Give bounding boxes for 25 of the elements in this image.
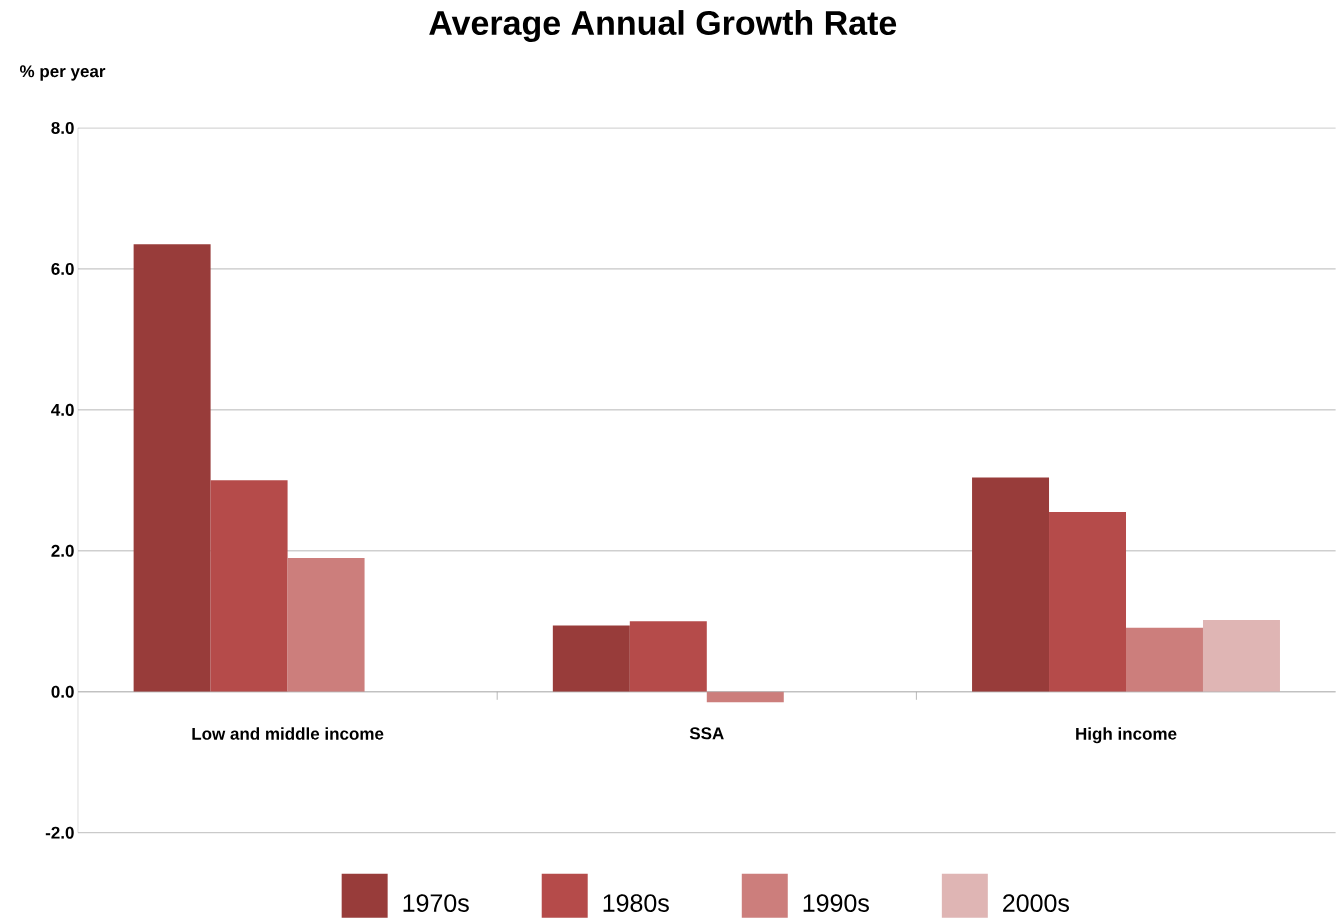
y-tick-label: 2.0 — [51, 544, 74, 557]
x-tick-label: Low and middle income — [192, 727, 384, 740]
chart-title: Average Annual Growth Rate — [429, 10, 897, 43]
bar — [1049, 512, 1127, 692]
bar — [629, 621, 707, 692]
bar — [287, 558, 365, 692]
bar — [972, 477, 1050, 692]
y-tick-label: -2.0 — [45, 826, 74, 839]
legend-label: 1980s — [603, 894, 669, 913]
y-tick-label: 8.0 — [51, 122, 74, 135]
bar — [1126, 627, 1203, 692]
bar — [552, 625, 630, 692]
legend-label: 1990s — [803, 894, 869, 913]
x-tick-label: High income — [1076, 727, 1177, 744]
bar — [133, 244, 211, 692]
bar — [706, 691, 784, 703]
y-tick-label: 6.0 — [51, 263, 74, 276]
bar — [210, 480, 288, 692]
legend-label: 2000s — [1003, 894, 1069, 913]
bar — [1202, 620, 1280, 692]
legend-label: 1970s — [403, 894, 469, 913]
y-tick-label: 4.0 — [51, 403, 74, 417]
y-tick-label: 0.0 — [51, 685, 74, 698]
y-axis-title: % per year — [19, 65, 106, 81]
x-tick-label: SSA — [689, 727, 724, 740]
